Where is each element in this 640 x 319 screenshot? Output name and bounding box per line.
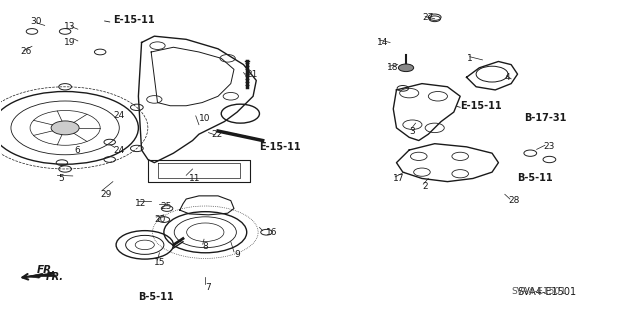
Text: 14: 14 [378,38,388,47]
Text: FR.: FR. [36,265,56,275]
Text: 29: 29 [100,190,111,199]
Text: B-5-11: B-5-11 [138,292,174,302]
Text: 25: 25 [161,203,172,211]
Text: 28: 28 [508,196,519,205]
Text: 21: 21 [246,70,258,78]
Text: B-17-31: B-17-31 [524,113,566,123]
Text: SVA4-E1501: SVA4-E1501 [518,287,577,297]
Text: 8: 8 [202,242,208,251]
Text: 2: 2 [422,182,428,191]
Text: 3: 3 [409,127,415,136]
Text: 12: 12 [135,199,147,208]
Text: 4: 4 [505,73,511,82]
Text: FR.: FR. [46,272,64,282]
Text: 20: 20 [154,215,166,224]
Text: 5: 5 [59,174,65,183]
Text: E-15-11: E-15-11 [259,142,301,152]
Text: 6: 6 [75,145,81,154]
Text: 30: 30 [30,18,42,26]
Text: 7: 7 [205,283,211,292]
Text: 24: 24 [113,111,124,120]
Text: 17: 17 [394,174,404,183]
Circle shape [398,64,413,71]
Text: E-15-11: E-15-11 [113,15,154,26]
Circle shape [51,121,79,135]
Text: 11: 11 [189,174,201,183]
Text: SVA4-E1501: SVA4-E1501 [511,287,566,296]
Text: B-5-11: B-5-11 [518,174,553,183]
Text: 22: 22 [212,130,223,139]
Text: 19: 19 [64,38,76,47]
Text: 1: 1 [467,54,472,63]
Text: 23: 23 [543,142,554,151]
Polygon shape [27,273,56,278]
Text: 13: 13 [64,22,76,31]
Text: 26: 26 [20,48,32,56]
Text: 24: 24 [113,145,124,154]
Text: 16: 16 [266,228,277,237]
Text: E-15-11: E-15-11 [460,101,502,111]
Text: 9: 9 [234,250,240,259]
Text: 15: 15 [154,258,166,267]
Text: 18: 18 [387,63,399,72]
Text: 27: 27 [422,13,433,22]
Text: 10: 10 [199,114,211,123]
